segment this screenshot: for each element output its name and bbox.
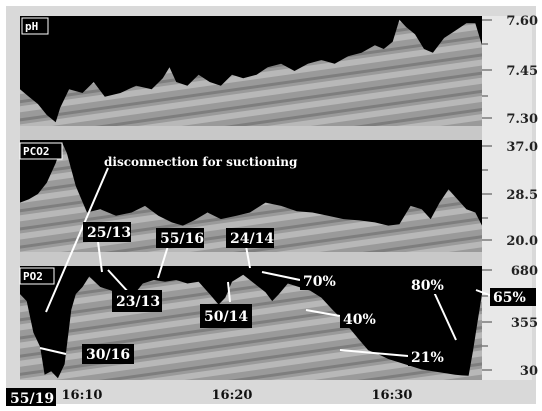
po2-ytick: 355 — [511, 316, 538, 331]
po2-ytick: 680 — [511, 264, 538, 279]
x-tick: 16:10 — [62, 388, 103, 403]
annotation-box — [112, 290, 162, 312]
panel-separator — [20, 126, 482, 140]
annotation-55-16: 55/16 — [160, 231, 204, 247]
annotation-40: 40% — [343, 312, 376, 328]
annotation-box — [226, 228, 274, 248]
annotation-80: 80% — [411, 278, 444, 294]
annotation-25-13: 25/13 — [87, 225, 131, 241]
pco2-ytick: 20.0 — [506, 234, 538, 249]
pco2-ytick: 28.5 — [506, 188, 538, 203]
pco2-trace — [20, 143, 482, 252]
annotation-box — [82, 344, 134, 364]
ph-trace — [20, 19, 482, 126]
pco2-label-box — [19, 142, 63, 160]
annotation-box — [490, 288, 536, 306]
annotation-21: 21% — [411, 350, 444, 366]
ph-ytick: 7.60 — [506, 14, 538, 29]
annotation-box — [83, 222, 131, 242]
left-value-box — [6, 388, 56, 406]
annotation-24-14: 24/14 — [230, 231, 274, 247]
annotation-65: 65% — [493, 290, 526, 306]
annotation-50-14: 50/14 — [204, 309, 248, 325]
x-tick: 16:20 — [212, 388, 253, 403]
ph-panel-label: pH — [25, 20, 38, 33]
annotation-disconnection: disconnection for suctioning — [104, 155, 298, 169]
annotation-box — [408, 348, 448, 366]
left-value: 55/19 — [10, 391, 54, 407]
ph-ytick: 7.30 — [506, 112, 538, 127]
annotation-box — [408, 276, 450, 294]
pco2-ytick: 37.0 — [506, 140, 538, 155]
annotation-30-16: 30/16 — [86, 347, 130, 363]
ph-ytick: 7.45 — [506, 64, 538, 79]
panel-separator — [20, 252, 482, 266]
annotation-70: 70% — [303, 274, 336, 290]
annotation-23-13: 23/13 — [116, 294, 160, 310]
pco2-panel-label: PCO2 — [23, 145, 50, 158]
annotation-box — [340, 310, 384, 328]
po2-ytick: 30 — [520, 364, 538, 379]
po2-panel-label: PO2 — [23, 270, 43, 283]
x-tick: 16:30 — [372, 388, 413, 403]
scale-strip — [482, 16, 532, 380]
annotation-box — [300, 272, 340, 290]
annotation-box — [200, 304, 252, 328]
annotation-box — [156, 228, 204, 248]
po2-label-box — [19, 267, 55, 285]
ph-label-box — [21, 17, 49, 35]
x-axis-strip — [6, 380, 536, 404]
scale-ticks — [482, 19, 492, 371]
